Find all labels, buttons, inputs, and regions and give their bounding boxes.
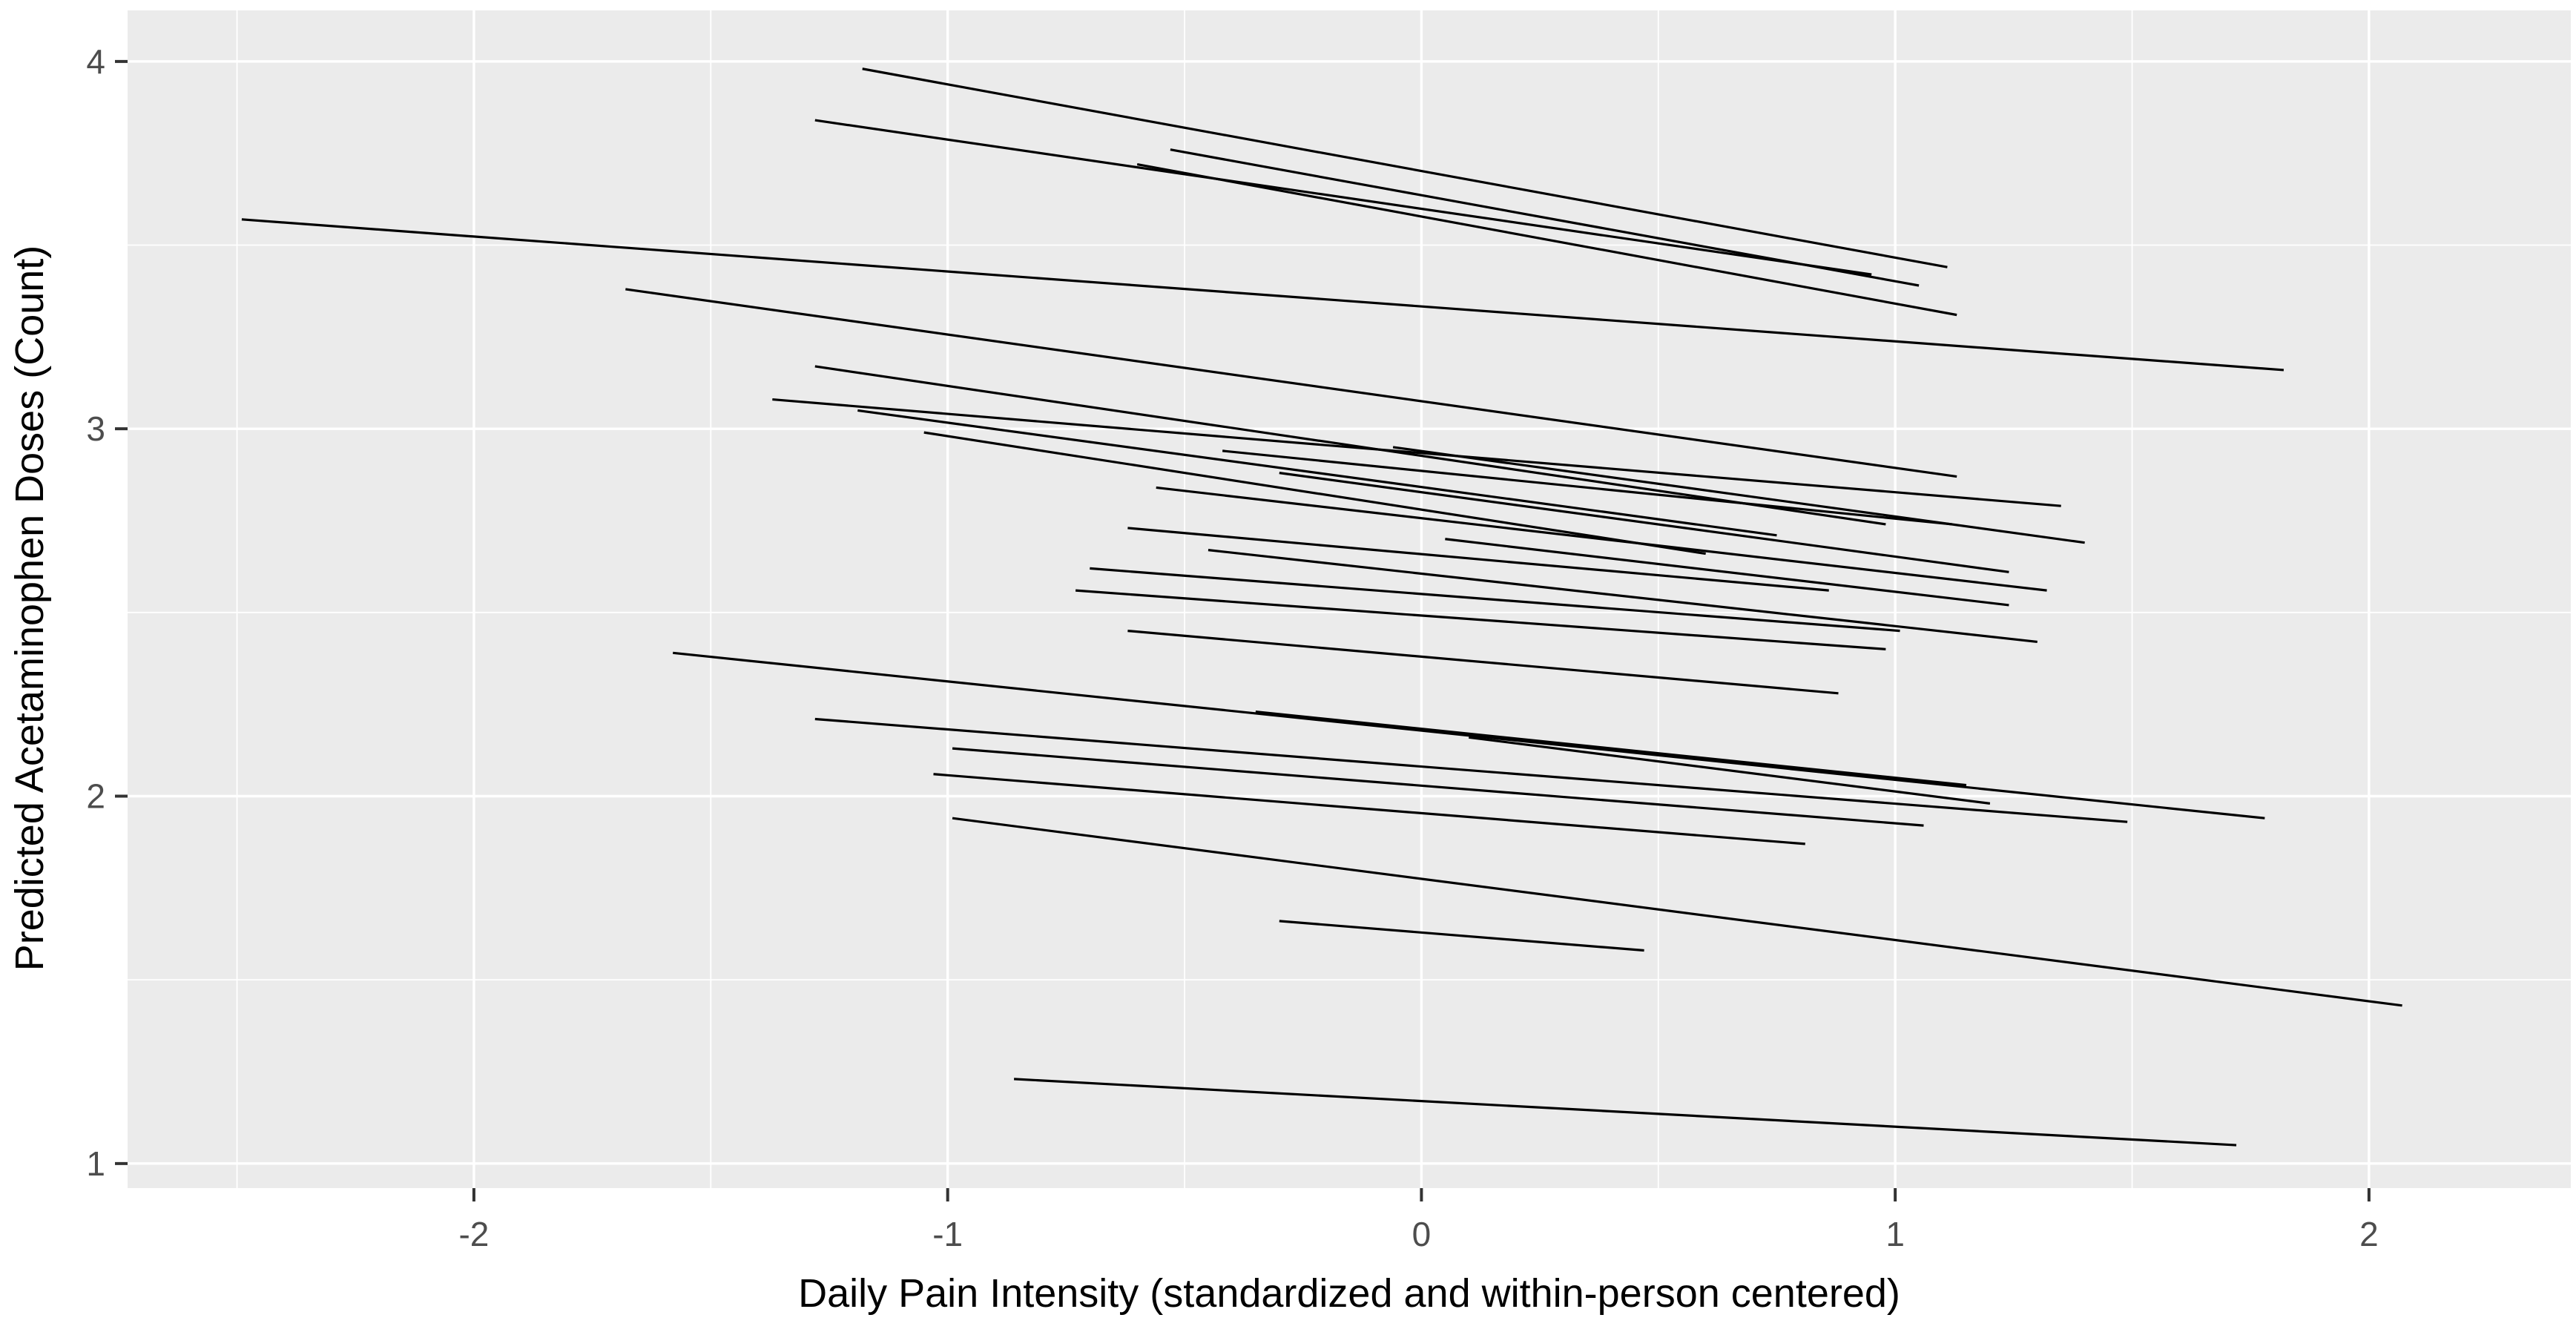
axis-tick-labels: -2 -1 0 1 2 1 2 3 4 [86,42,2378,1253]
panel-background [128,10,2571,1188]
fitted-line [814,717,2128,823]
fitted-line-segments [241,67,2402,1147]
fitted-line [933,773,1805,845]
fitted-line [1127,527,1829,592]
y-tick-label: 1 [86,1144,105,1183]
fitted-line [1279,920,1644,952]
x-axis-title: Daily Pain Intensity (standardized and w… [798,1271,1900,1316]
fitted-line [952,747,1924,827]
fitted-line [952,817,2402,1007]
fitted-line [1208,549,2038,644]
fitted-line [673,651,2265,820]
x-tick-label: 1 [1885,1215,1905,1253]
fitted-line [1469,736,1991,805]
major-gridlines [128,10,2571,1188]
y-axis-title: Predicted Acetaminophen Doses (Count) [7,245,52,972]
fitted-line [241,218,2285,372]
x-tick-label: 2 [2359,1215,2379,1253]
y-tick-label: 4 [86,42,105,81]
fitted-line [814,119,1872,276]
x-tick-label: -2 [458,1215,489,1253]
fitted-line [1136,162,1957,317]
fitted-line [857,409,1777,537]
x-tick-label: 0 [1412,1215,1432,1253]
fitted-line [1127,630,1839,695]
fitted-line [1279,472,2009,573]
fitted-line [1255,710,1967,787]
fitted-line [1075,589,1886,650]
fitted-line [772,398,2061,507]
fitted-line [1156,486,2047,592]
fitted-line [1090,567,1900,633]
plot-panel [128,10,2571,1188]
fitted-line [814,365,1886,526]
fitted-line [923,431,1706,555]
fitted-line [1222,449,1952,526]
axis-tick-marks [115,59,2371,1201]
fitted-line [1392,446,2085,544]
fitted-line [862,67,1948,268]
y-tick-label: 2 [86,777,105,815]
fitted-line [625,288,1957,478]
fitted-line [1014,1078,2237,1147]
minor-gridlines [128,10,2571,1188]
fitted-line [1445,538,2009,607]
x-tick-label: -1 [932,1215,963,1253]
y-tick-label: 3 [86,409,105,448]
